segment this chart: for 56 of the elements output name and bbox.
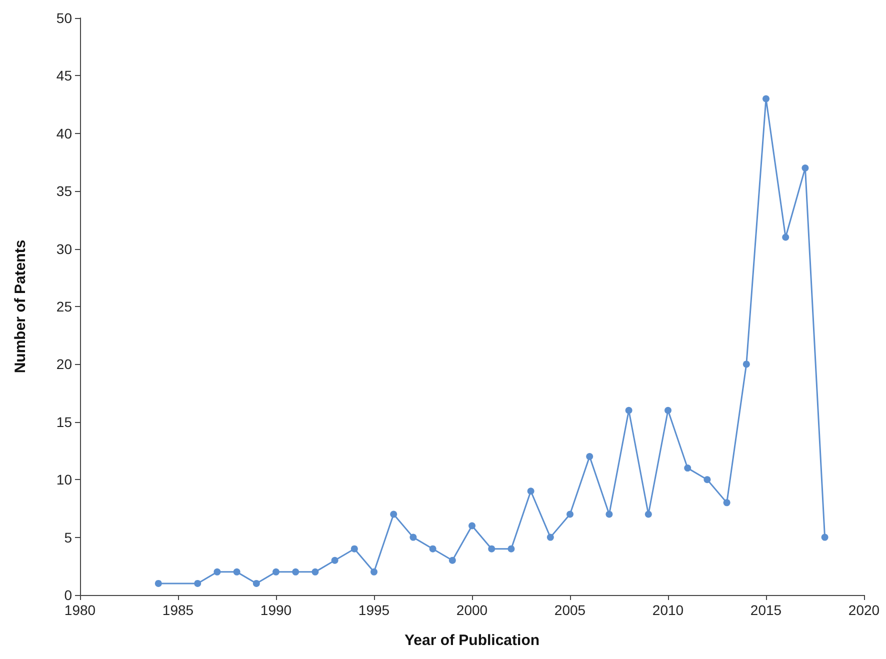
point (233, 568, 240, 576)
y-tick-label: 45 (56, 68, 72, 84)
x-tick-label: 2020 (848, 602, 880, 618)
point (194, 580, 202, 587)
point (429, 545, 436, 552)
point (625, 406, 632, 414)
y-tick-label: 25 (56, 298, 72, 314)
point (154, 580, 162, 587)
x-tick-label: 2015 (750, 602, 782, 618)
point (272, 568, 280, 576)
y-tick-label: 0 (64, 587, 72, 603)
point (252, 580, 260, 587)
point (782, 234, 790, 241)
y-tick-label: 35 (56, 183, 72, 200)
point (742, 360, 750, 368)
point (448, 556, 456, 564)
y-axis-title: Number of Patents (12, 240, 29, 374)
point (704, 476, 711, 484)
point (606, 510, 613, 518)
x-tick-label: 1985 (162, 602, 194, 618)
y-tick-label: 30 (56, 240, 72, 257)
point (802, 164, 809, 172)
x-tick-label: 1990 (260, 602, 292, 618)
y-tick-label: 20 (56, 356, 72, 372)
x-tick-label: 2005 (554, 602, 586, 618)
point (468, 522, 476, 530)
y-tick-label: 10 (56, 472, 72, 488)
point (566, 510, 574, 518)
x-tick-label: 2000 (456, 602, 488, 618)
point (370, 568, 378, 576)
point (527, 488, 534, 495)
x-tick-label: 2010 (652, 602, 684, 618)
point (488, 545, 496, 552)
point (214, 568, 221, 576)
y-tick-label: 50 (56, 10, 72, 26)
point (410, 534, 417, 541)
point (546, 534, 554, 541)
point (723, 499, 730, 506)
point (312, 568, 319, 576)
y-tick-label: 15 (56, 414, 72, 430)
point (390, 510, 398, 518)
point (762, 95, 770, 102)
x-axis-title: Year of Publication (404, 632, 540, 649)
point (684, 464, 692, 472)
point (644, 510, 652, 518)
point (508, 545, 515, 552)
x-tick-label: 1980 (64, 602, 96, 618)
point (586, 453, 594, 460)
y-tick-label: 5 (64, 529, 72, 546)
y-tick-label: 40 (56, 125, 72, 142)
point (664, 406, 672, 414)
point (821, 534, 828, 541)
point (331, 556, 338, 564)
point (350, 545, 358, 552)
x-tick-label: 1995 (358, 602, 390, 618)
point (292, 568, 300, 576)
